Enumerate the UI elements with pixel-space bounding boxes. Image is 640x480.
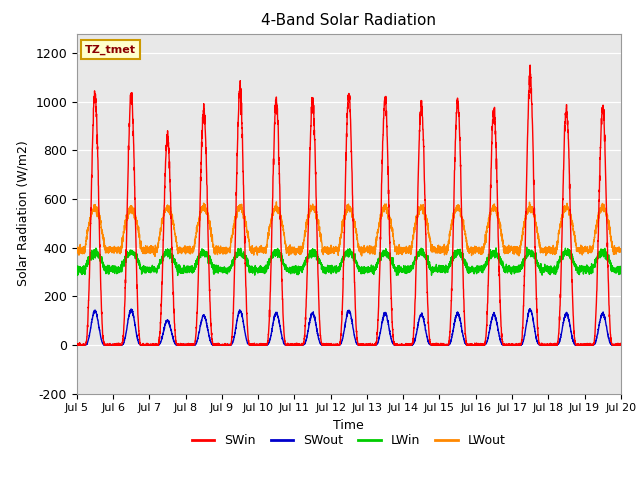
Text: TZ_tmet: TZ_tmet <box>85 44 136 55</box>
Title: 4-Band Solar Radiation: 4-Band Solar Radiation <box>261 13 436 28</box>
Legend: SWin, SWout, LWin, LWout: SWin, SWout, LWin, LWout <box>187 429 511 452</box>
Y-axis label: Solar Radiation (W/m2): Solar Radiation (W/m2) <box>17 141 29 287</box>
X-axis label: Time: Time <box>333 419 364 432</box>
